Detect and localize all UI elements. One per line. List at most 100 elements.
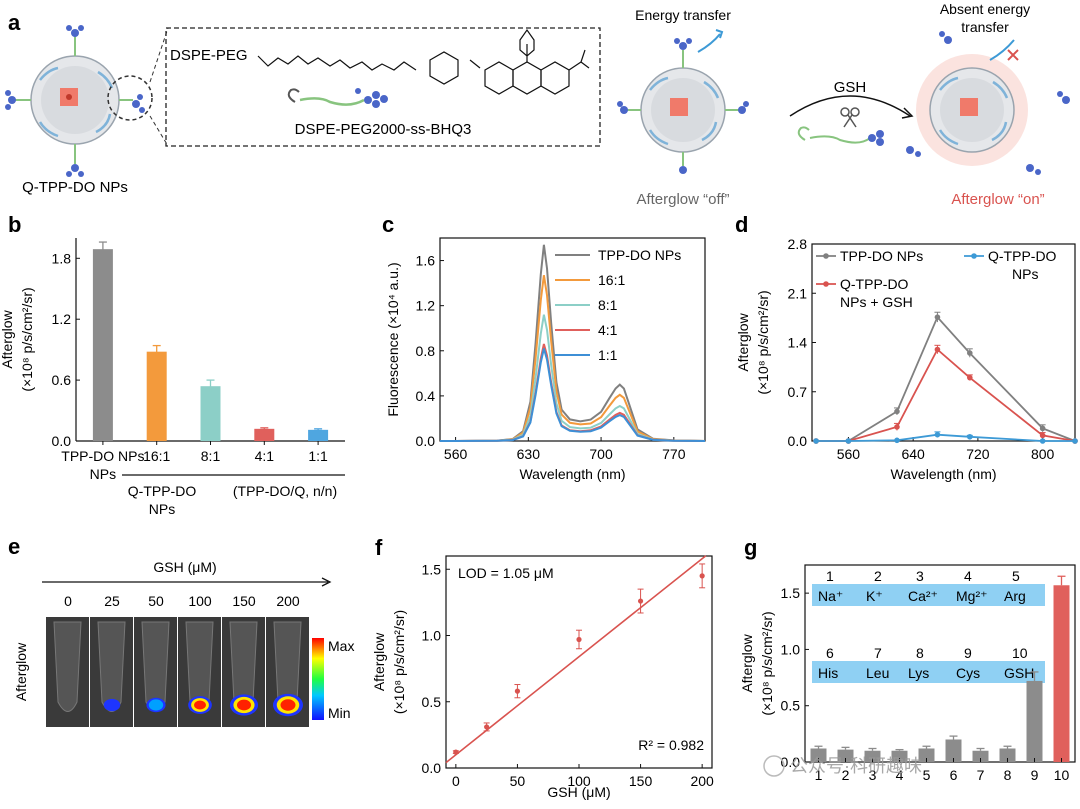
panel-letter: b [8, 212, 21, 237]
data-point [514, 688, 521, 694]
x-tick-label: 2 [842, 767, 850, 783]
x-tick-label: 10 [1054, 767, 1070, 783]
plot-frame [439, 237, 706, 442]
y-tick-label: 0.8 [416, 343, 436, 359]
legend-number: 7 [874, 645, 882, 661]
y-tick-label: 1.4 [788, 335, 808, 351]
bar [891, 750, 908, 762]
legend-number: 9 [964, 645, 972, 661]
y-axis-label: Fluorescence (×10⁴ a.u.) [385, 262, 401, 416]
data-point [934, 431, 941, 438]
legend-species: Na⁺ [818, 588, 843, 604]
panel-letter-a: a [8, 10, 21, 35]
nanoparticle-off-icon [617, 29, 749, 174]
bar [945, 739, 962, 762]
x-tick-label: 4 [896, 767, 904, 783]
plot-frame [804, 564, 1076, 763]
y-tick-label: 0.0 [422, 760, 442, 776]
legend-species: Cys [956, 665, 980, 681]
panel-letter: g [744, 535, 757, 560]
data-point [813, 438, 819, 444]
series-line [440, 244, 706, 442]
signal-core [236, 699, 252, 711]
tube-outline [97, 621, 126, 712]
concentration-label: 0 [64, 593, 72, 609]
nanoparticle-left-icon [5, 25, 153, 177]
legend-species: Leu [866, 665, 889, 681]
y-tick-label: 1.5 [422, 561, 442, 577]
bar [254, 428, 275, 441]
y-tick-label: 1.2 [52, 311, 72, 327]
data-point [894, 408, 900, 415]
panel-letter: d [735, 212, 748, 237]
x-tick-label: 7 [977, 767, 985, 783]
legend-species: Arg [1004, 588, 1026, 604]
panel-g-chart: g Afterglow (×10⁸ p/s/cm²/sr) 0.0 0.5 1.0 1.5 1… [739, 535, 1076, 783]
bar [308, 429, 329, 441]
x-tick-label: 1:1 [308, 448, 328, 464]
legend-box-row1 [812, 584, 1045, 606]
panel-letter: c [382, 212, 394, 237]
legend-label: TPP-DO NPs [840, 248, 923, 264]
panel-e-title: GSH (μM) [153, 559, 216, 575]
legend-number: 1 [826, 568, 834, 584]
legend-marker [823, 281, 829, 287]
reagent-label: GSH [834, 79, 867, 96]
x-tick-label: 560 [837, 446, 861, 462]
x-tick-label: 770 [662, 446, 686, 462]
x-tick-label: 4:1 [255, 448, 275, 464]
colorbar-max-label: Max [328, 638, 354, 654]
data-point [894, 437, 900, 444]
y-tick-label: 1.0 [422, 628, 442, 644]
legend-species: GSH [1004, 665, 1034, 681]
x-tick-label: 5 [923, 767, 931, 783]
panel-a-schematic: a Q-TPP-DO NPs DSPE-PEG [5, 1, 1070, 208]
concentration-label: 100 [188, 593, 212, 609]
side-label: Afterglow [13, 642, 29, 701]
bar [972, 750, 989, 762]
x-tick-label: 630 [517, 446, 541, 462]
reaction-arrow [789, 95, 911, 117]
molecule-box [165, 27, 601, 147]
panel-f-chart: f Afterglow (×10⁸ p/s/cm²/sr) 0.0 0.5 1.0 1.5 0… [371, 535, 714, 800]
x-axis-label: Wavelength (nm) [890, 466, 996, 482]
y-tick-label: 0.6 [52, 372, 72, 388]
legend-marker [971, 253, 977, 259]
x-tick-label: 100 [567, 773, 591, 789]
signal-mid [148, 699, 164, 711]
data-point [1039, 438, 1046, 444]
y-axis-label-line1: Afterglow [371, 632, 387, 691]
legend-species: Mg²⁺ [956, 588, 988, 604]
data-point [894, 424, 900, 430]
legend-label-line1: Q-TPP-DO [840, 276, 909, 292]
legend-species: His [818, 665, 838, 681]
data-point [453, 749, 459, 755]
reaction-arrowhead [901, 107, 914, 119]
x-tick-label: 0 [452, 773, 460, 789]
signal-outer [103, 698, 121, 712]
x-tick-label: 8 [1004, 767, 1012, 783]
colorbar-min-label: Min [328, 705, 351, 721]
y-tick-label: 1.5 [781, 585, 801, 601]
np-label: Q-TPP-DO NPs [22, 179, 128, 196]
y-axis-label-line2: (×10⁸ p/s/cm²/sr) [19, 287, 35, 391]
peg-chain-icon [299, 97, 365, 106]
y-tick-label: 0.5 [781, 698, 801, 714]
quencher-icon [355, 88, 388, 108]
x-tick-label-line2: NPs [90, 466, 116, 482]
x-tick-label: 560 [444, 446, 468, 462]
bar [146, 351, 167, 441]
data-point [484, 724, 490, 730]
molecule-prefix: DSPE-PEG [170, 47, 248, 64]
energy-transfer-label: Energy transfer [635, 7, 731, 23]
legend-box-row2 [812, 661, 1045, 683]
x-tick-label: 200 [690, 773, 714, 789]
x-tick-label: 720 [966, 446, 990, 462]
bar [999, 748, 1016, 762]
panel-c-chart: c Fluorescence (×10⁴ a.u.) 0.0 0.4 0.8 1.2 1.6… [382, 212, 706, 482]
bar [92, 249, 113, 441]
series-line [816, 315, 1076, 442]
y-axis-label-line2: (×10⁸ p/s/cm²/sr) [391, 610, 407, 714]
tube-outline [53, 621, 82, 712]
